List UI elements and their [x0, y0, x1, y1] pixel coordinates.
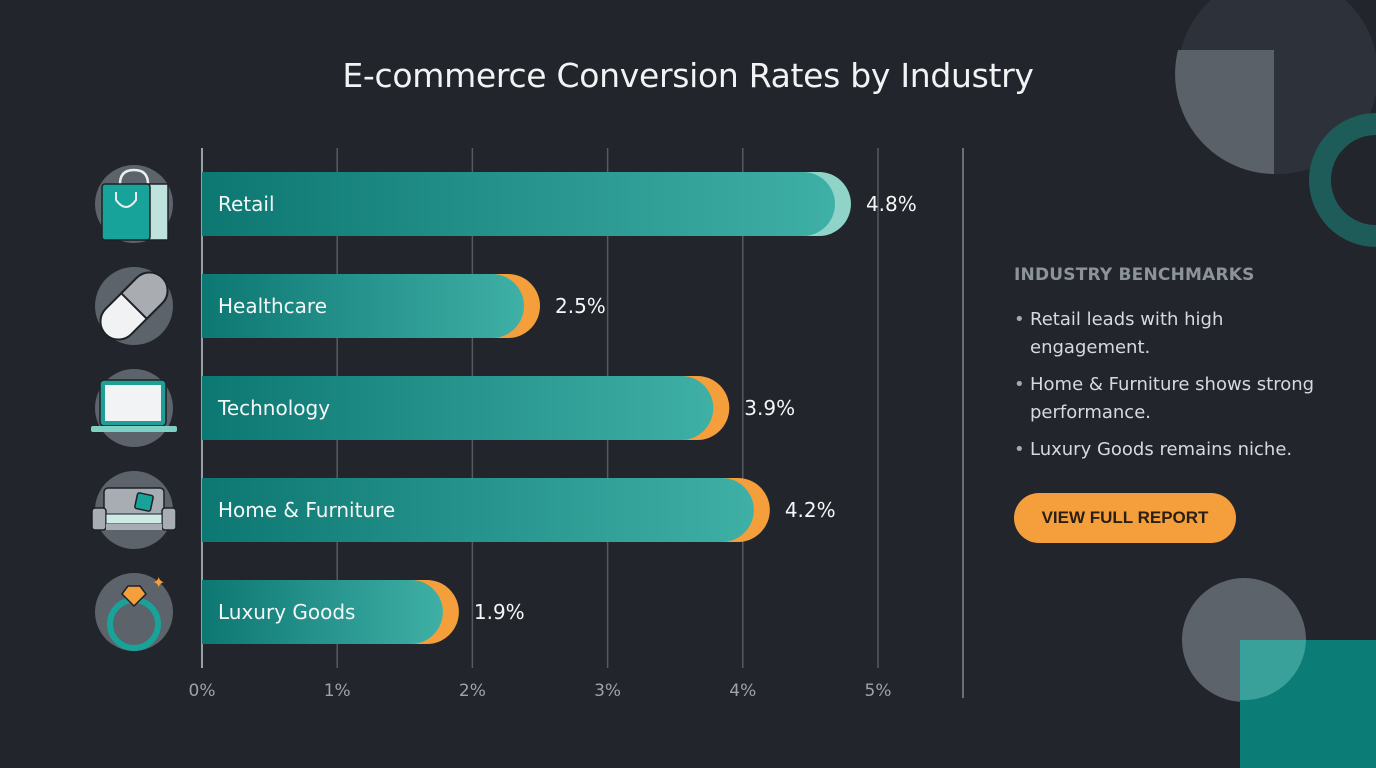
bar-value-label: 3.9% — [744, 396, 795, 420]
bar-value-label: 4.2% — [785, 498, 836, 522]
x-tick-label: 4% — [729, 681, 756, 701]
pill — [99, 271, 169, 341]
bag-body — [101, 183, 151, 241]
bar — [202, 172, 835, 236]
x-tick-label: 2% — [459, 681, 486, 701]
benchmarks-list: Retail leads with high engagement. Home … — [1014, 306, 1334, 473]
sofa-cushion — [134, 492, 154, 512]
x-tick-label: 1% — [324, 681, 351, 701]
laptop-screen — [105, 385, 161, 421]
bar-chart: Retail 4.8% Healthcare 2.5% Technology 3.9% Ho… — [91, 148, 917, 701]
deco-ring — [1309, 113, 1376, 247]
diamond-ring-icon: ✦ — [95, 573, 173, 651]
laptop-base — [91, 426, 177, 432]
bar — [202, 478, 754, 542]
bar-category-label: Home & Furniture — [218, 498, 395, 522]
deco-quarter — [1175, 50, 1274, 174]
bag-strap — [115, 192, 137, 208]
sofa-base — [106, 524, 162, 530]
x-tick-label: 3% — [594, 681, 621, 701]
pill-right — [119, 271, 169, 321]
bar-category-label: Technology — [217, 396, 330, 420]
bar-category-label: Luxury Goods — [218, 600, 355, 624]
bar-category-label: Healthcare — [218, 294, 327, 318]
benchmark-item: Luxury Goods remains niche. — [1014, 436, 1334, 464]
bar-value-label: 4.8% — [866, 192, 917, 216]
benchmark-item: Retail leads with high engagement. — [1014, 306, 1334, 362]
bar-value-label: 1.9% — [474, 600, 525, 624]
x-tick-label: 5% — [865, 681, 892, 701]
sofa-arm — [91, 507, 107, 531]
x-tick-label: 0% — [189, 681, 216, 701]
bar — [202, 274, 524, 338]
deco-overlap — [1240, 640, 1306, 701]
bar-category-label: Retail — [218, 192, 275, 216]
pill-icon — [95, 267, 173, 345]
shopping-bag-icon — [95, 165, 173, 243]
sofa-arm — [161, 507, 177, 531]
laptop-icon — [91, 369, 177, 447]
ring-diamond — [121, 585, 147, 608]
view-full-report-button[interactable]: VIEW FULL REPORT — [1014, 493, 1236, 543]
bar — [202, 376, 714, 440]
panel-divider — [962, 148, 964, 698]
chart-title: E-commerce Conversion Rates by Industry — [342, 56, 1034, 95]
icon-backdrop — [95, 573, 173, 651]
sofa-seat — [105, 513, 163, 525]
sparkle-icon: ✦ — [152, 573, 165, 592]
bar-value-label: 2.5% — [555, 294, 606, 318]
bar — [202, 580, 443, 644]
benchmark-item: Home & Furniture shows strong performanc… — [1014, 371, 1334, 427]
bag-handle — [118, 168, 150, 185]
benchmarks-heading: INDUSTRY BENCHMARKS — [1014, 265, 1255, 285]
sofa-icon — [91, 471, 177, 549]
